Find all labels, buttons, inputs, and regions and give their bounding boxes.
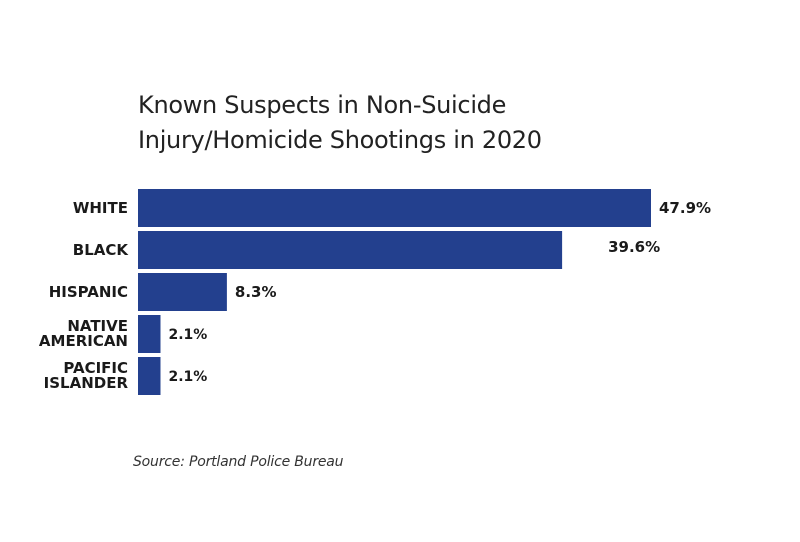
bar-white: [138, 189, 651, 227]
category-label-hispanic: HISPANIC: [49, 283, 128, 301]
category-label-white: WHITE: [73, 199, 128, 217]
bar-hispanic: [138, 273, 227, 311]
chart-title: Known Suspects in Non-Suicide Injury/Hom…: [138, 88, 658, 158]
category-label-pacific-islander: PACIFIC ISLANDER: [44, 359, 129, 392]
value-label-pacific-islander: 2.1%: [168, 369, 207, 385]
value-label-hispanic: 8.3%: [235, 283, 277, 301]
value-label-white: 47.9%: [659, 199, 711, 217]
bar-pacific-islander: [138, 357, 161, 395]
bar-native-american: [138, 315, 161, 353]
value-label-native-american: 2.1%: [168, 327, 207, 343]
value-label-black: 39.6%: [608, 238, 660, 256]
chart-title-line-2: Injury/Homicide Shootings in 2020: [138, 126, 542, 154]
category-label-native-american: NATIVE AMERICAN: [39, 317, 128, 350]
source-note: Source: Portland Police Bureau: [133, 454, 344, 470]
chart-title-line-1: Known Suspects in Non-Suicide: [138, 91, 507, 119]
bar-black: [138, 231, 563, 269]
category-label-black: BLACK: [73, 241, 130, 259]
